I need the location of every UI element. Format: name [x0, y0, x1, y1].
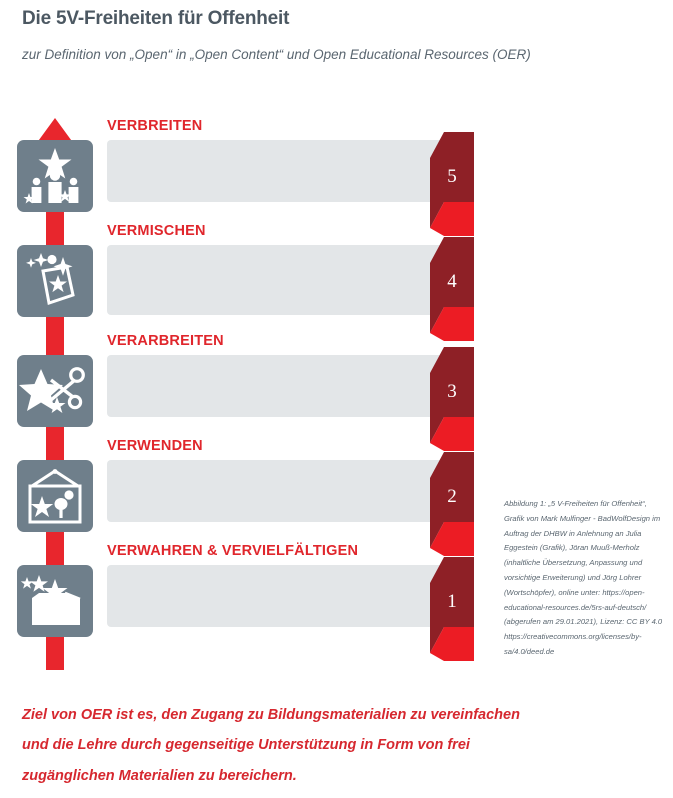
- freedom-label-3: VERARBREITEN: [107, 333, 224, 349]
- freedom-label-1: VERWAHREN & VERVIELFÄLTIGEN: [107, 543, 359, 559]
- star-with-scissors-icon: [17, 355, 93, 427]
- figure-caption: Abbildung 1: „5 V-Freiheiten für Offenhe…: [504, 499, 663, 656]
- people-with-star-icon: [17, 140, 93, 212]
- folder-with-stars-icon: [17, 565, 93, 637]
- conclusion-text: Ziel von OER ist es, den Zugang zu Bildu…: [22, 707, 520, 784]
- freedom-ribbon-2: 2: [430, 452, 474, 556]
- freedom-label-5: VERBREITEN: [107, 118, 203, 134]
- freedom-card-1: [107, 565, 447, 627]
- freedom-card-2: [107, 460, 447, 522]
- freedom-label-4: VERMISCHEN: [107, 223, 206, 239]
- freedom-ribbon-1: 1: [430, 557, 474, 661]
- freedom-row-2: 2 VERWENDEN Das Recht, den Inhalt in unt…: [0, 438, 500, 556]
- header: Die 5V-Freiheiten für Offenheit zur Defi…: [22, 8, 562, 68]
- freedom-row-3: 3 VERARBREITEN Das Recht, den Inhalt zu …: [0, 333, 500, 451]
- upward-arrow-head-icon: [36, 118, 74, 144]
- page-title: Die 5V-Freiheiten für Offenheit: [22, 8, 290, 29]
- freedom-ribbon-4: 4: [430, 237, 474, 341]
- freedom-card-5: [107, 140, 447, 202]
- framed-picture-icon: [17, 460, 93, 532]
- freedom-row-5: 5 VERBREITEN Das Recht, Kopien eines Inh…: [0, 118, 500, 236]
- freedom-card-3: [107, 355, 447, 417]
- freedom-row-1: 1 VERWAHREN & VERVIELFÄLTIGEN Das Recht,…: [0, 543, 500, 661]
- freedom-ribbon-3: 3: [430, 347, 474, 451]
- freedom-ribbon-5: 5: [430, 132, 474, 236]
- tag-with-sparkles-icon: [17, 245, 93, 317]
- freedom-label-2: VERWENDEN: [107, 438, 203, 454]
- freedom-card-4: [107, 245, 447, 315]
- five-freedoms-diagram: 5 VERBREITEN Das Recht, Kopien eines Inh…: [0, 118, 500, 688]
- freedom-row-4: 4 VERMISCHEN Das Recht, einen Inhalt im …: [0, 223, 500, 341]
- page-subtitle: zur Definition von „Open“ in „Open Conte…: [22, 47, 531, 62]
